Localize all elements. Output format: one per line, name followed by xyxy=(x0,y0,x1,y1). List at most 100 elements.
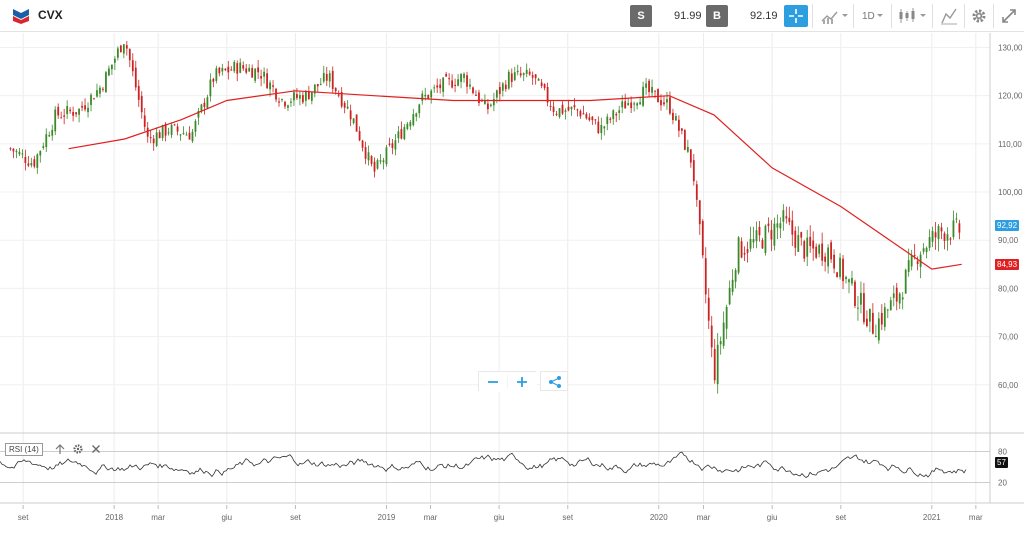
candle-body xyxy=(242,65,245,69)
candle-body xyxy=(528,71,531,75)
candle-body xyxy=(886,309,889,311)
candle-body xyxy=(149,137,152,139)
candle-body xyxy=(227,66,230,73)
candle-body xyxy=(430,90,433,98)
candle-body xyxy=(200,104,203,112)
candle-body xyxy=(358,131,361,141)
candle-body xyxy=(821,243,824,261)
candle-body xyxy=(209,79,212,97)
candle-body xyxy=(570,106,573,110)
candle-body xyxy=(469,84,471,87)
rsi-settings-icon[interactable] xyxy=(72,443,84,455)
candle-body xyxy=(364,147,367,159)
settings-button[interactable] xyxy=(970,6,988,26)
candle-body xyxy=(827,247,830,267)
candle-body xyxy=(96,90,98,97)
candle-body xyxy=(797,235,800,252)
candle-body xyxy=(743,253,746,255)
candle-body xyxy=(343,102,346,108)
candle-body xyxy=(119,45,122,53)
draw-tool-button[interactable] xyxy=(939,6,959,26)
candle-body xyxy=(728,287,731,305)
candle-type-button[interactable] xyxy=(897,6,929,26)
chart-area[interactable]: set 2018 mar giu set 2019 mar giu set 2020 mar giu s… xyxy=(0,33,1024,534)
y-tick-label: 130,00 xyxy=(998,43,1023,52)
candle-body xyxy=(388,143,391,145)
candle-body xyxy=(925,247,928,253)
candle-body xyxy=(752,239,755,243)
candle-body xyxy=(860,292,862,305)
candle-body xyxy=(328,73,331,82)
candle-body xyxy=(472,87,474,94)
crosshair-button[interactable] xyxy=(784,5,808,27)
candle-body xyxy=(349,110,352,120)
candle-body xyxy=(648,80,650,93)
candle-body xyxy=(111,64,113,70)
rsi-tick-label: 80 xyxy=(998,447,1007,456)
candle-body xyxy=(436,85,439,88)
candle-body xyxy=(164,123,167,136)
timeframe-selector[interactable] xyxy=(858,6,888,26)
candle-body xyxy=(33,159,36,167)
candle-body xyxy=(218,67,221,74)
rsi-line xyxy=(0,451,967,478)
candle-body xyxy=(537,78,540,81)
chart-style-button[interactable] xyxy=(820,6,850,26)
candle-body xyxy=(281,99,283,101)
candle-body xyxy=(552,106,555,112)
share-button[interactable] xyxy=(540,371,568,391)
candle-body xyxy=(176,126,179,132)
candle-body xyxy=(197,110,200,118)
buy-button[interactable]: B xyxy=(706,5,728,27)
expand-icon xyxy=(1002,9,1016,23)
x-tick-label: mar xyxy=(151,513,165,522)
candle-body xyxy=(621,101,624,108)
candle-body xyxy=(657,89,659,103)
candle-body xyxy=(301,95,304,103)
zoom-in-button[interactable] xyxy=(508,372,537,392)
candle-body xyxy=(90,94,92,105)
candle-body xyxy=(313,84,316,94)
candle-body xyxy=(794,230,797,248)
rsi-indicator-label[interactable]: RSI (14) xyxy=(5,443,43,456)
candle-body xyxy=(522,73,525,76)
fullscreen-button[interactable] xyxy=(1000,6,1018,26)
candle-body xyxy=(445,73,448,77)
zoom-out-button[interactable] xyxy=(479,372,508,392)
candle-body xyxy=(236,63,239,74)
candle-body xyxy=(525,69,528,74)
plus-icon xyxy=(517,377,527,387)
candle-body xyxy=(734,269,737,282)
candle-body xyxy=(516,70,519,73)
candle-body xyxy=(442,77,445,92)
candle-body xyxy=(146,127,149,137)
candle-body xyxy=(69,109,72,112)
arrow-up-icon[interactable] xyxy=(54,443,66,455)
candle-body xyxy=(633,103,636,105)
candle-body xyxy=(42,146,45,148)
candle-body xyxy=(839,257,841,277)
x-tick-label: mar xyxy=(424,513,438,522)
y-tick-label: 100,00 xyxy=(998,188,1023,197)
candle-body xyxy=(361,140,364,148)
candle-body xyxy=(57,106,60,116)
candle-body xyxy=(627,103,630,106)
candle-body xyxy=(131,60,134,72)
candle-body xyxy=(910,255,913,267)
candle-body xyxy=(9,148,12,150)
candle-body xyxy=(692,160,695,182)
close-icon[interactable] xyxy=(90,443,102,455)
candle-body xyxy=(534,74,537,79)
candle-body xyxy=(15,151,18,153)
sell-button[interactable]: S xyxy=(630,5,652,27)
candle-body xyxy=(409,122,412,127)
candle-body xyxy=(591,116,594,121)
candle-body xyxy=(179,134,182,136)
candle-body xyxy=(916,261,919,264)
candle-body xyxy=(128,49,131,61)
price-chart[interactable]: set 2018 mar giu set 2019 mar giu set 2020 mar giu s… xyxy=(0,33,1024,534)
candle-body xyxy=(337,94,340,96)
sell-price: 91.99 xyxy=(674,10,702,22)
candle-body xyxy=(812,240,815,249)
candle-body xyxy=(836,272,838,278)
